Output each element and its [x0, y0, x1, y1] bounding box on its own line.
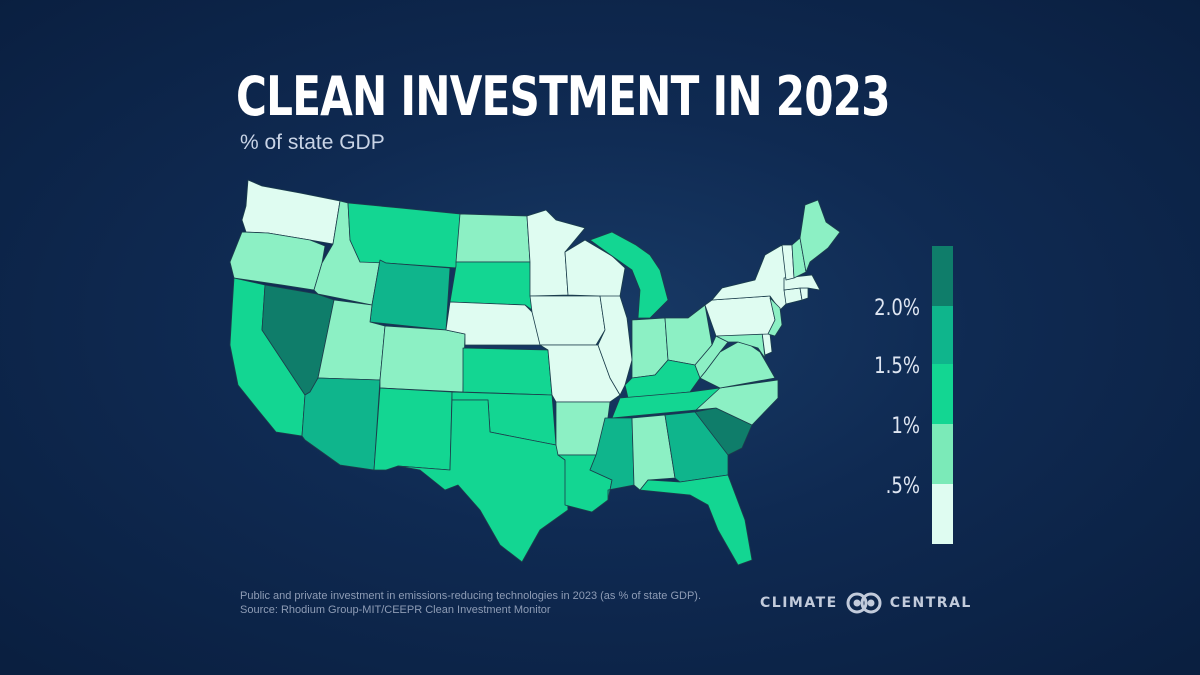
state-PA — [704, 295, 776, 337]
state-AZ — [301, 377, 381, 471]
state-WV — [694, 335, 729, 379]
state-ME — [799, 199, 841, 273]
legend-bin — [932, 484, 953, 544]
map-legend — [932, 246, 953, 544]
footnote-description: Public and private investment in emissio… — [240, 590, 702, 602]
state-WY — [369, 259, 451, 331]
logo-rings-icon — [846, 592, 882, 614]
state-IL — [597, 295, 633, 396]
logo-word-climate: CLIMATE — [760, 595, 838, 611]
state-MT — [347, 202, 461, 269]
state-CO — [379, 325, 466, 393]
logo-word-central: CENTRAL — [889, 595, 972, 611]
state-IA — [529, 295, 606, 346]
state-KS — [462, 347, 553, 396]
map-subtitle: % of state GDP — [240, 131, 385, 154]
map-title: CLEAN INVESTMENT IN 2023 — [236, 65, 891, 128]
state-MI — [589, 231, 669, 319]
state-MA — [783, 274, 821, 291]
state-ND — [455, 213, 531, 263]
state-TX — [397, 399, 569, 563]
state-NJ — [767, 297, 783, 337]
climate-central-logo: CLIMATE CENTRAL — [760, 590, 972, 616]
legend-bin — [932, 306, 953, 364]
legend-bin — [932, 424, 953, 484]
legend-tick-label: 1.5% — [874, 354, 920, 379]
state-NE — [445, 301, 546, 346]
state-FL — [639, 474, 753, 566]
legend-tick-label: .5% — [885, 474, 920, 499]
legend-tick-label: 2.0% — [874, 296, 920, 321]
footnote-source: Source: Rhodium Group-MIT/CEEPR Clean In… — [240, 604, 551, 616]
legend-bin — [932, 246, 953, 306]
state-CT — [783, 287, 803, 305]
legend-bin — [932, 364, 953, 424]
state-NM — [373, 387, 453, 471]
legend-tick-label: 1% — [891, 414, 920, 439]
